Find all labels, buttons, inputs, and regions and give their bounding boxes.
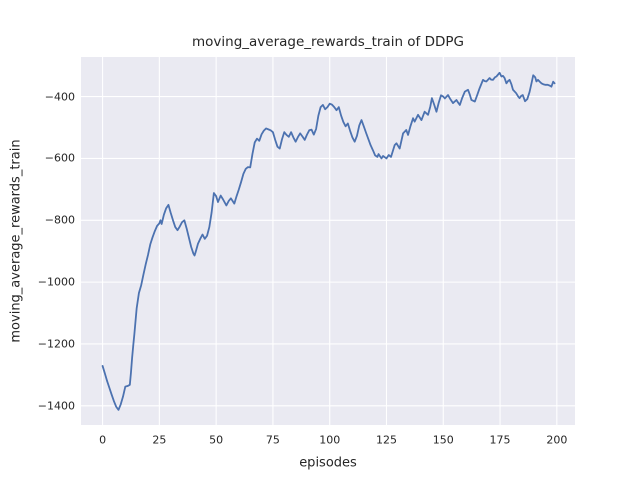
x-tick-label: 125 xyxy=(375,433,397,447)
y-tick-label: −1400 xyxy=(37,399,75,413)
gridlines xyxy=(81,57,575,425)
x-axis-label: episodes xyxy=(299,455,357,471)
y-axis-label: moving_average_rewards_train xyxy=(8,139,24,343)
plot-area xyxy=(81,57,575,425)
x-tick-label: 200 xyxy=(546,433,568,447)
y-tick-label: −600 xyxy=(44,151,75,165)
x-tick-label: 100 xyxy=(319,433,341,447)
y-tick-label: −1200 xyxy=(37,337,75,351)
y-tick-label: −400 xyxy=(44,90,75,104)
x-tick-label: 0 xyxy=(99,433,107,447)
x-tick-label: 25 xyxy=(152,433,167,447)
x-tick-label: 75 xyxy=(265,433,280,447)
reward-series-line xyxy=(101,71,556,411)
chart-title: moving_average_rewards_train of DDPG xyxy=(192,34,464,50)
line-chart-canvas xyxy=(81,57,575,425)
y-tick-label: −800 xyxy=(44,213,75,227)
x-tick-label: 175 xyxy=(489,433,511,447)
x-tick-label: 50 xyxy=(209,433,224,447)
x-tick-label: 150 xyxy=(432,433,454,447)
y-tick-label: −1000 xyxy=(37,275,75,289)
